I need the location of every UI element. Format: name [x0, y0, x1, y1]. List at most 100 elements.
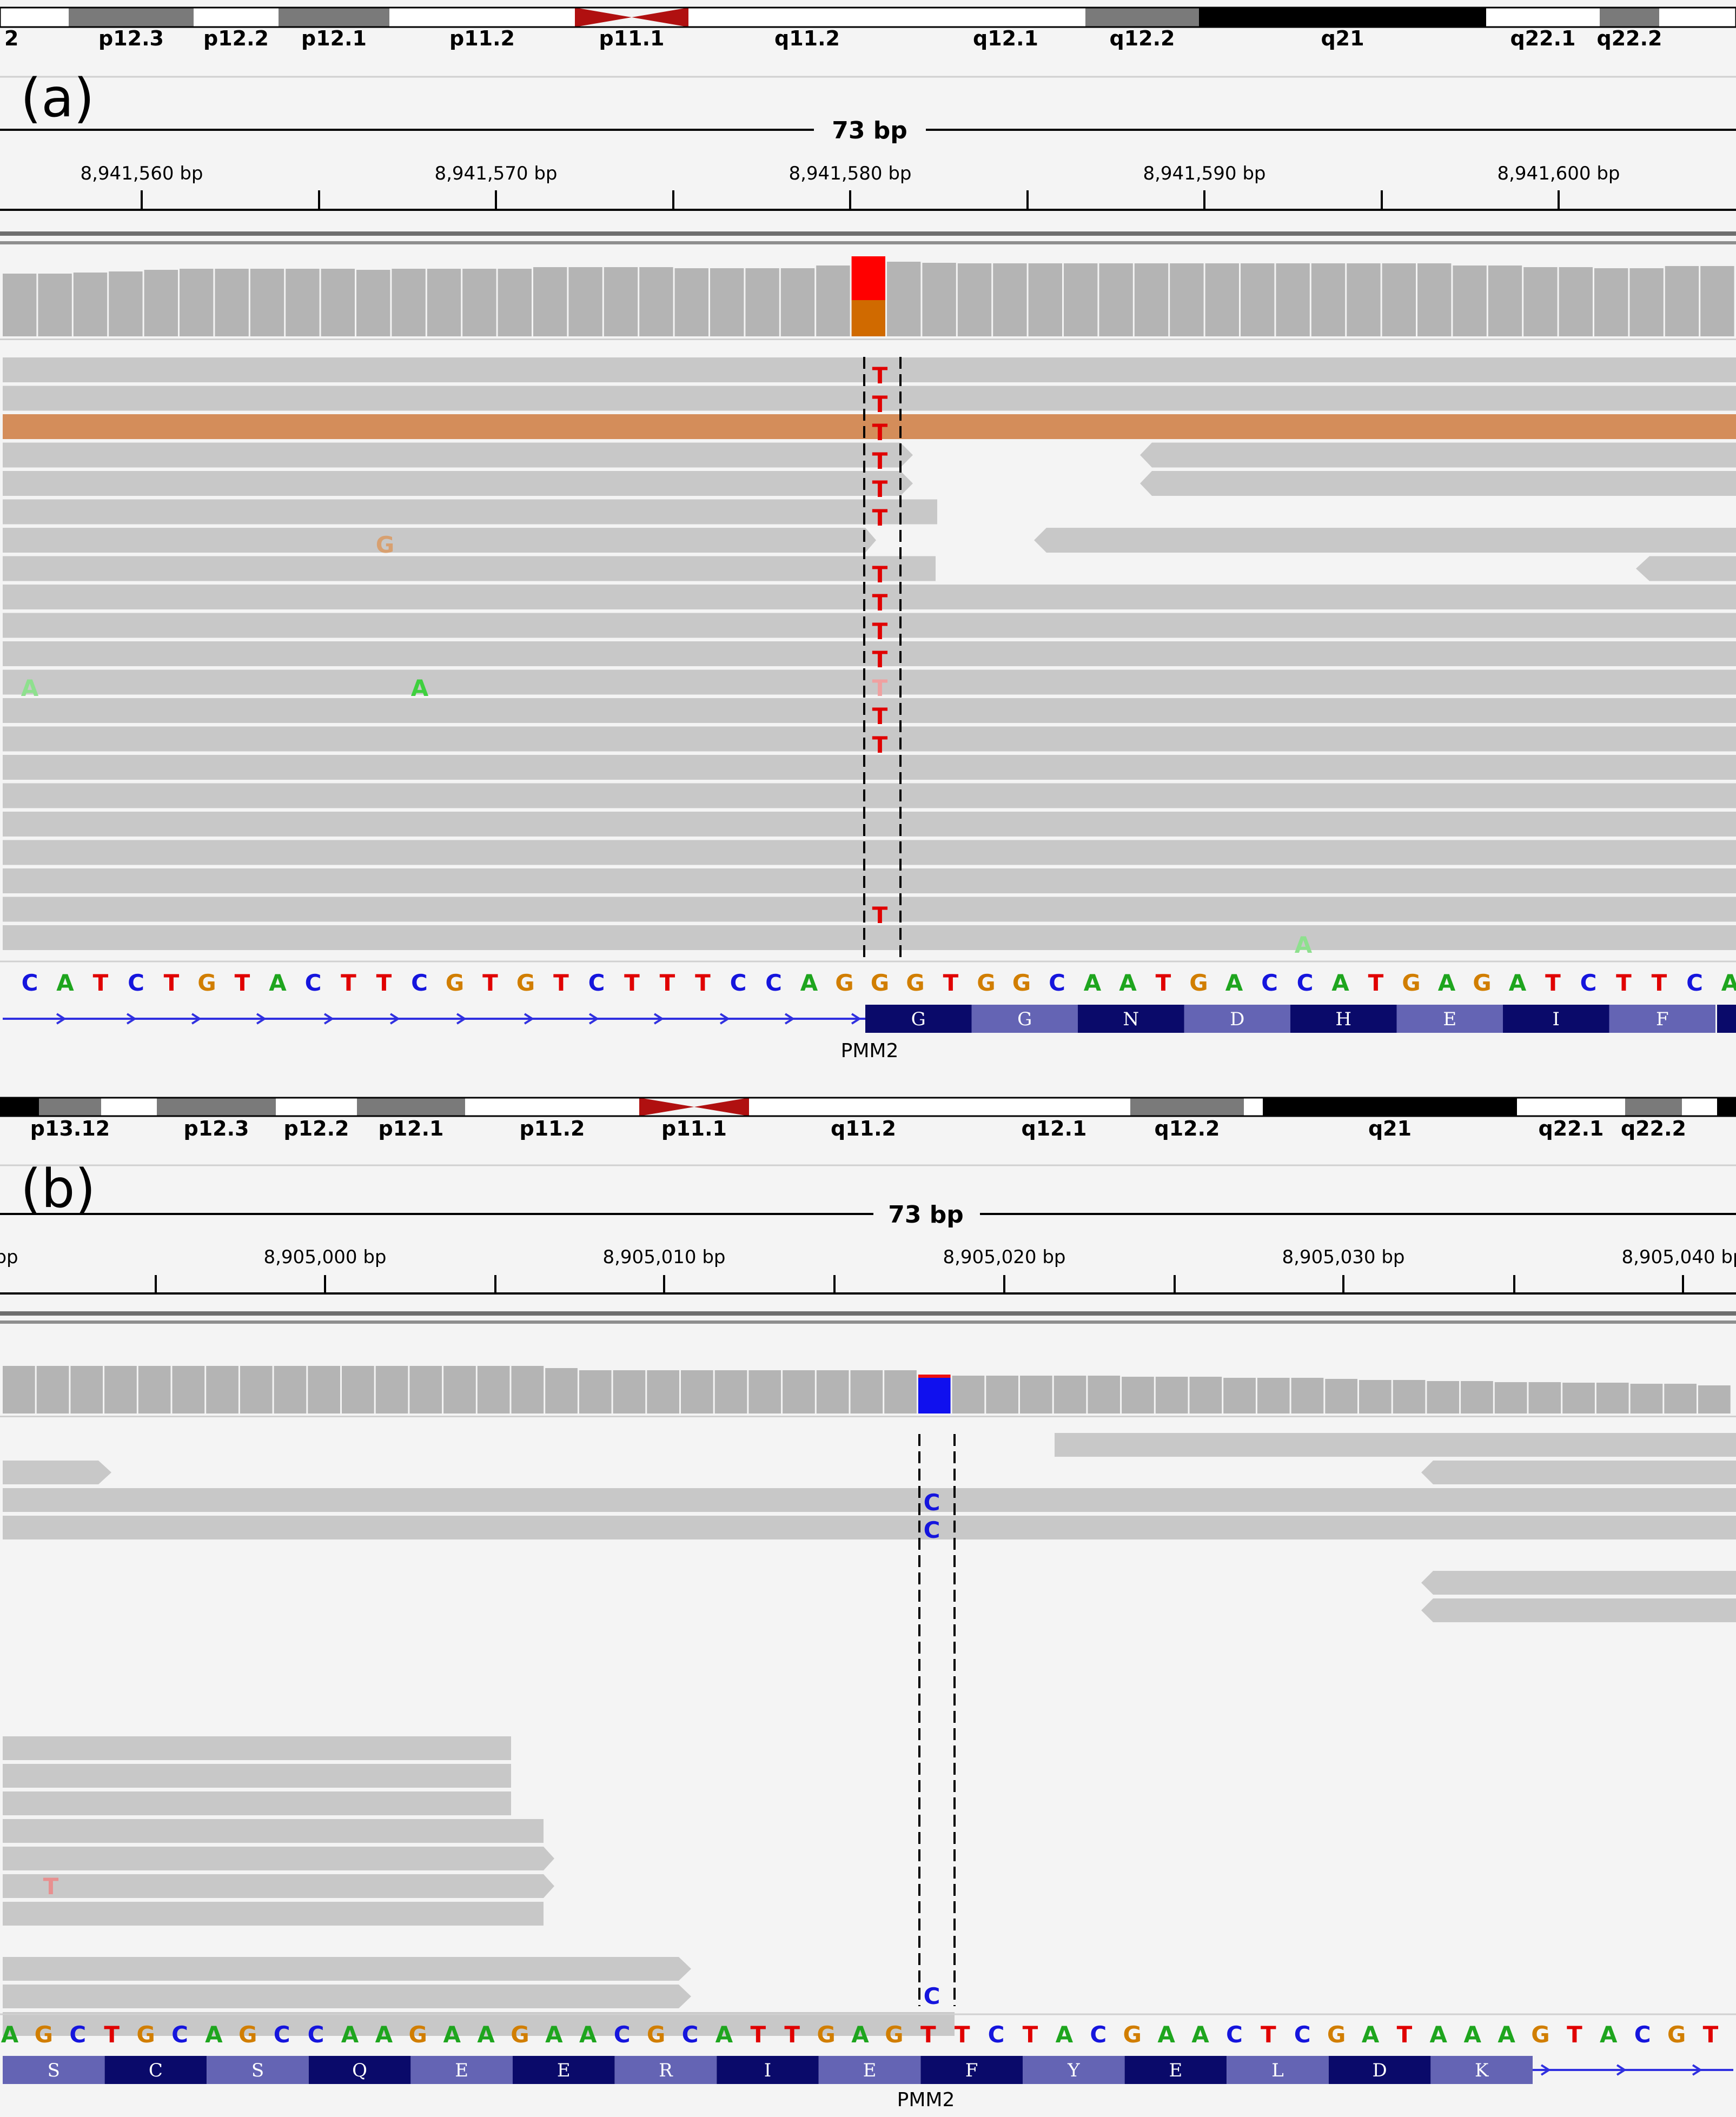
- coverage-bar[interactable]: [887, 262, 921, 336]
- coverage-bar[interactable]: [1291, 1378, 1324, 1413]
- aligned-read[interactable]: [3, 471, 913, 496]
- amino-acid-box[interactable]: [104, 2056, 207, 2084]
- coverage-bar[interactable]: [356, 270, 390, 336]
- coverage-bar[interactable]: [104, 1366, 137, 1413]
- coverage-bar[interactable]: [884, 1370, 917, 1413]
- coverage-bar[interactable]: [1311, 263, 1346, 336]
- coverage-bar[interactable]: [1382, 263, 1416, 336]
- coverage-bar[interactable]: [73, 273, 108, 336]
- coverage-bar[interactable]: [922, 263, 956, 336]
- aligned-read[interactable]: [3, 1874, 554, 1898]
- coverage-bar[interactable]: [286, 269, 320, 336]
- coverage-bar[interactable]: [1427, 1381, 1460, 1413]
- coverage-bar[interactable]: [674, 268, 708, 336]
- aligned-read[interactable]: [3, 1819, 544, 1843]
- amino-acid-box[interactable]: [1430, 2056, 1533, 2084]
- amino-acid-box[interactable]: [1124, 2056, 1227, 2084]
- coverage-bar[interactable]: [1155, 1377, 1188, 1413]
- alignment-track[interactable]: [3, 1433, 1736, 2036]
- amino-acid-box[interactable]: [1184, 1005, 1291, 1033]
- coverage-bar[interactable]: [180, 269, 214, 336]
- coverage-bar[interactable]: [1559, 267, 1593, 336]
- coverage-bar[interactable]: [1347, 263, 1381, 336]
- coverage-bar[interactable]: [138, 1366, 171, 1413]
- coverage-bar[interactable]: [545, 1368, 578, 1413]
- coverage-bar[interactable]: [1241, 263, 1275, 336]
- amino-acid-box[interactable]: [971, 1005, 1078, 1033]
- coverage-bar[interactable]: [1594, 268, 1628, 336]
- coverage-bar[interactable]: [579, 1370, 612, 1413]
- coverage-bar[interactable]: [36, 1366, 69, 1413]
- coverage-bar[interactable]: [1698, 1385, 1731, 1413]
- coverage-bar[interactable]: [1417, 263, 1452, 336]
- aligned-read[interactable]: [3, 755, 1736, 780]
- aligned-read[interactable]: [3, 2012, 955, 2036]
- amino-acid-box[interactable]: [920, 2056, 1023, 2084]
- coverage-bar[interactable]: [568, 267, 602, 336]
- coverage-bar[interactable]: [533, 267, 567, 336]
- aligned-read[interactable]: [1636, 556, 1736, 581]
- aligned-read[interactable]: [3, 925, 1736, 950]
- amino-acid-box[interactable]: [1396, 1005, 1503, 1033]
- coverage-bar[interactable]: [443, 1366, 476, 1413]
- coverage-bar[interactable]: [681, 1370, 713, 1413]
- coverage-bar[interactable]: [215, 269, 249, 336]
- amino-acid-box[interactable]: [1609, 1005, 1716, 1033]
- amino-acid-box[interactable]: [308, 2056, 411, 2084]
- coverage-bar[interactable]: [144, 270, 178, 336]
- coverage-bar[interactable]: [1099, 263, 1133, 336]
- coverage-bar[interactable]: [986, 1376, 1018, 1413]
- coverage-bar[interactable]: [639, 267, 673, 336]
- coverage-bar[interactable]: [1205, 263, 1239, 336]
- aligned-read[interactable]: [1421, 1598, 1736, 1622]
- chromosome-ideogram[interactable]: p13.12 p12.3 p12.2 p12.1 p11.2 p11.1 q11.2 q12.…: [0, 1097, 1736, 1140]
- coverage-bar[interactable]: [1461, 1381, 1493, 1413]
- aligned-read[interactable]: [3, 585, 1736, 609]
- coverage-bar[interactable]: [321, 269, 355, 336]
- coverage-bar[interactable]: [613, 1370, 646, 1413]
- coverage-bar[interactable]: [780, 268, 815, 336]
- coverage-bar[interactable]: [1488, 266, 1522, 336]
- coverage-bar[interactable]: [1223, 1378, 1256, 1413]
- aligned-read[interactable]: [3, 357, 1736, 382]
- coverage-bar-variant[interactable]: [851, 256, 885, 300]
- coverage-bar[interactable]: [850, 1370, 883, 1413]
- coverage-bar[interactable]: [1170, 263, 1204, 336]
- aligned-read[interactable]: [3, 812, 1736, 837]
- amino-acid-box[interactable]: [614, 2056, 717, 2084]
- coverage-bar[interactable]: [647, 1370, 679, 1413]
- aligned-read[interactable]: [1421, 1571, 1736, 1595]
- aligned-read[interactable]: [3, 1902, 544, 1926]
- coverage-bar[interactable]: [1189, 1377, 1222, 1413]
- coverage-bar-variant[interactable]: [851, 300, 885, 336]
- coverage-bar[interactable]: [308, 1366, 340, 1413]
- coverage-bar[interactable]: [1088, 1376, 1121, 1413]
- coverage-bar[interactable]: [70, 1366, 103, 1413]
- coverage-bar[interactable]: [38, 274, 72, 336]
- coverage-bar[interactable]: [240, 1366, 273, 1413]
- coverage-bar[interactable]: [1665, 266, 1699, 336]
- amino-acid-box[interactable]: [1023, 2056, 1125, 2084]
- aligned-read[interactable]: [3, 1985, 691, 2008]
- aligned-read[interactable]: [3, 1488, 1736, 1512]
- coverage-bar[interactable]: [816, 266, 850, 336]
- aligned-read[interactable]: [1421, 1461, 1736, 1484]
- coverage-bar[interactable]: [409, 1366, 442, 1413]
- coverage-bar[interactable]: [392, 269, 426, 336]
- aligned-read[interactable]: [3, 1957, 691, 1981]
- coverage-bar[interactable]: [1028, 263, 1062, 336]
- aligned-read[interactable]: [1140, 442, 1736, 468]
- amino-acid-box[interactable]: [1328, 2056, 1431, 2084]
- coverage-bar[interactable]: [1562, 1383, 1595, 1413]
- coverage-bar[interactable]: [511, 1366, 544, 1413]
- coverage-bar[interactable]: [1122, 1377, 1154, 1413]
- coverage-bar[interactable]: [342, 1366, 374, 1413]
- coverage-bar[interactable]: [710, 268, 744, 336]
- coverage-bar[interactable]: [1630, 1384, 1663, 1413]
- coverage-bar[interactable]: [462, 269, 496, 336]
- coverage-bar[interactable]: [993, 263, 1027, 336]
- coverage-bar[interactable]: [172, 1366, 205, 1413]
- aligned-read[interactable]: [3, 1461, 111, 1484]
- coverage-bar[interactable]: [3, 274, 37, 336]
